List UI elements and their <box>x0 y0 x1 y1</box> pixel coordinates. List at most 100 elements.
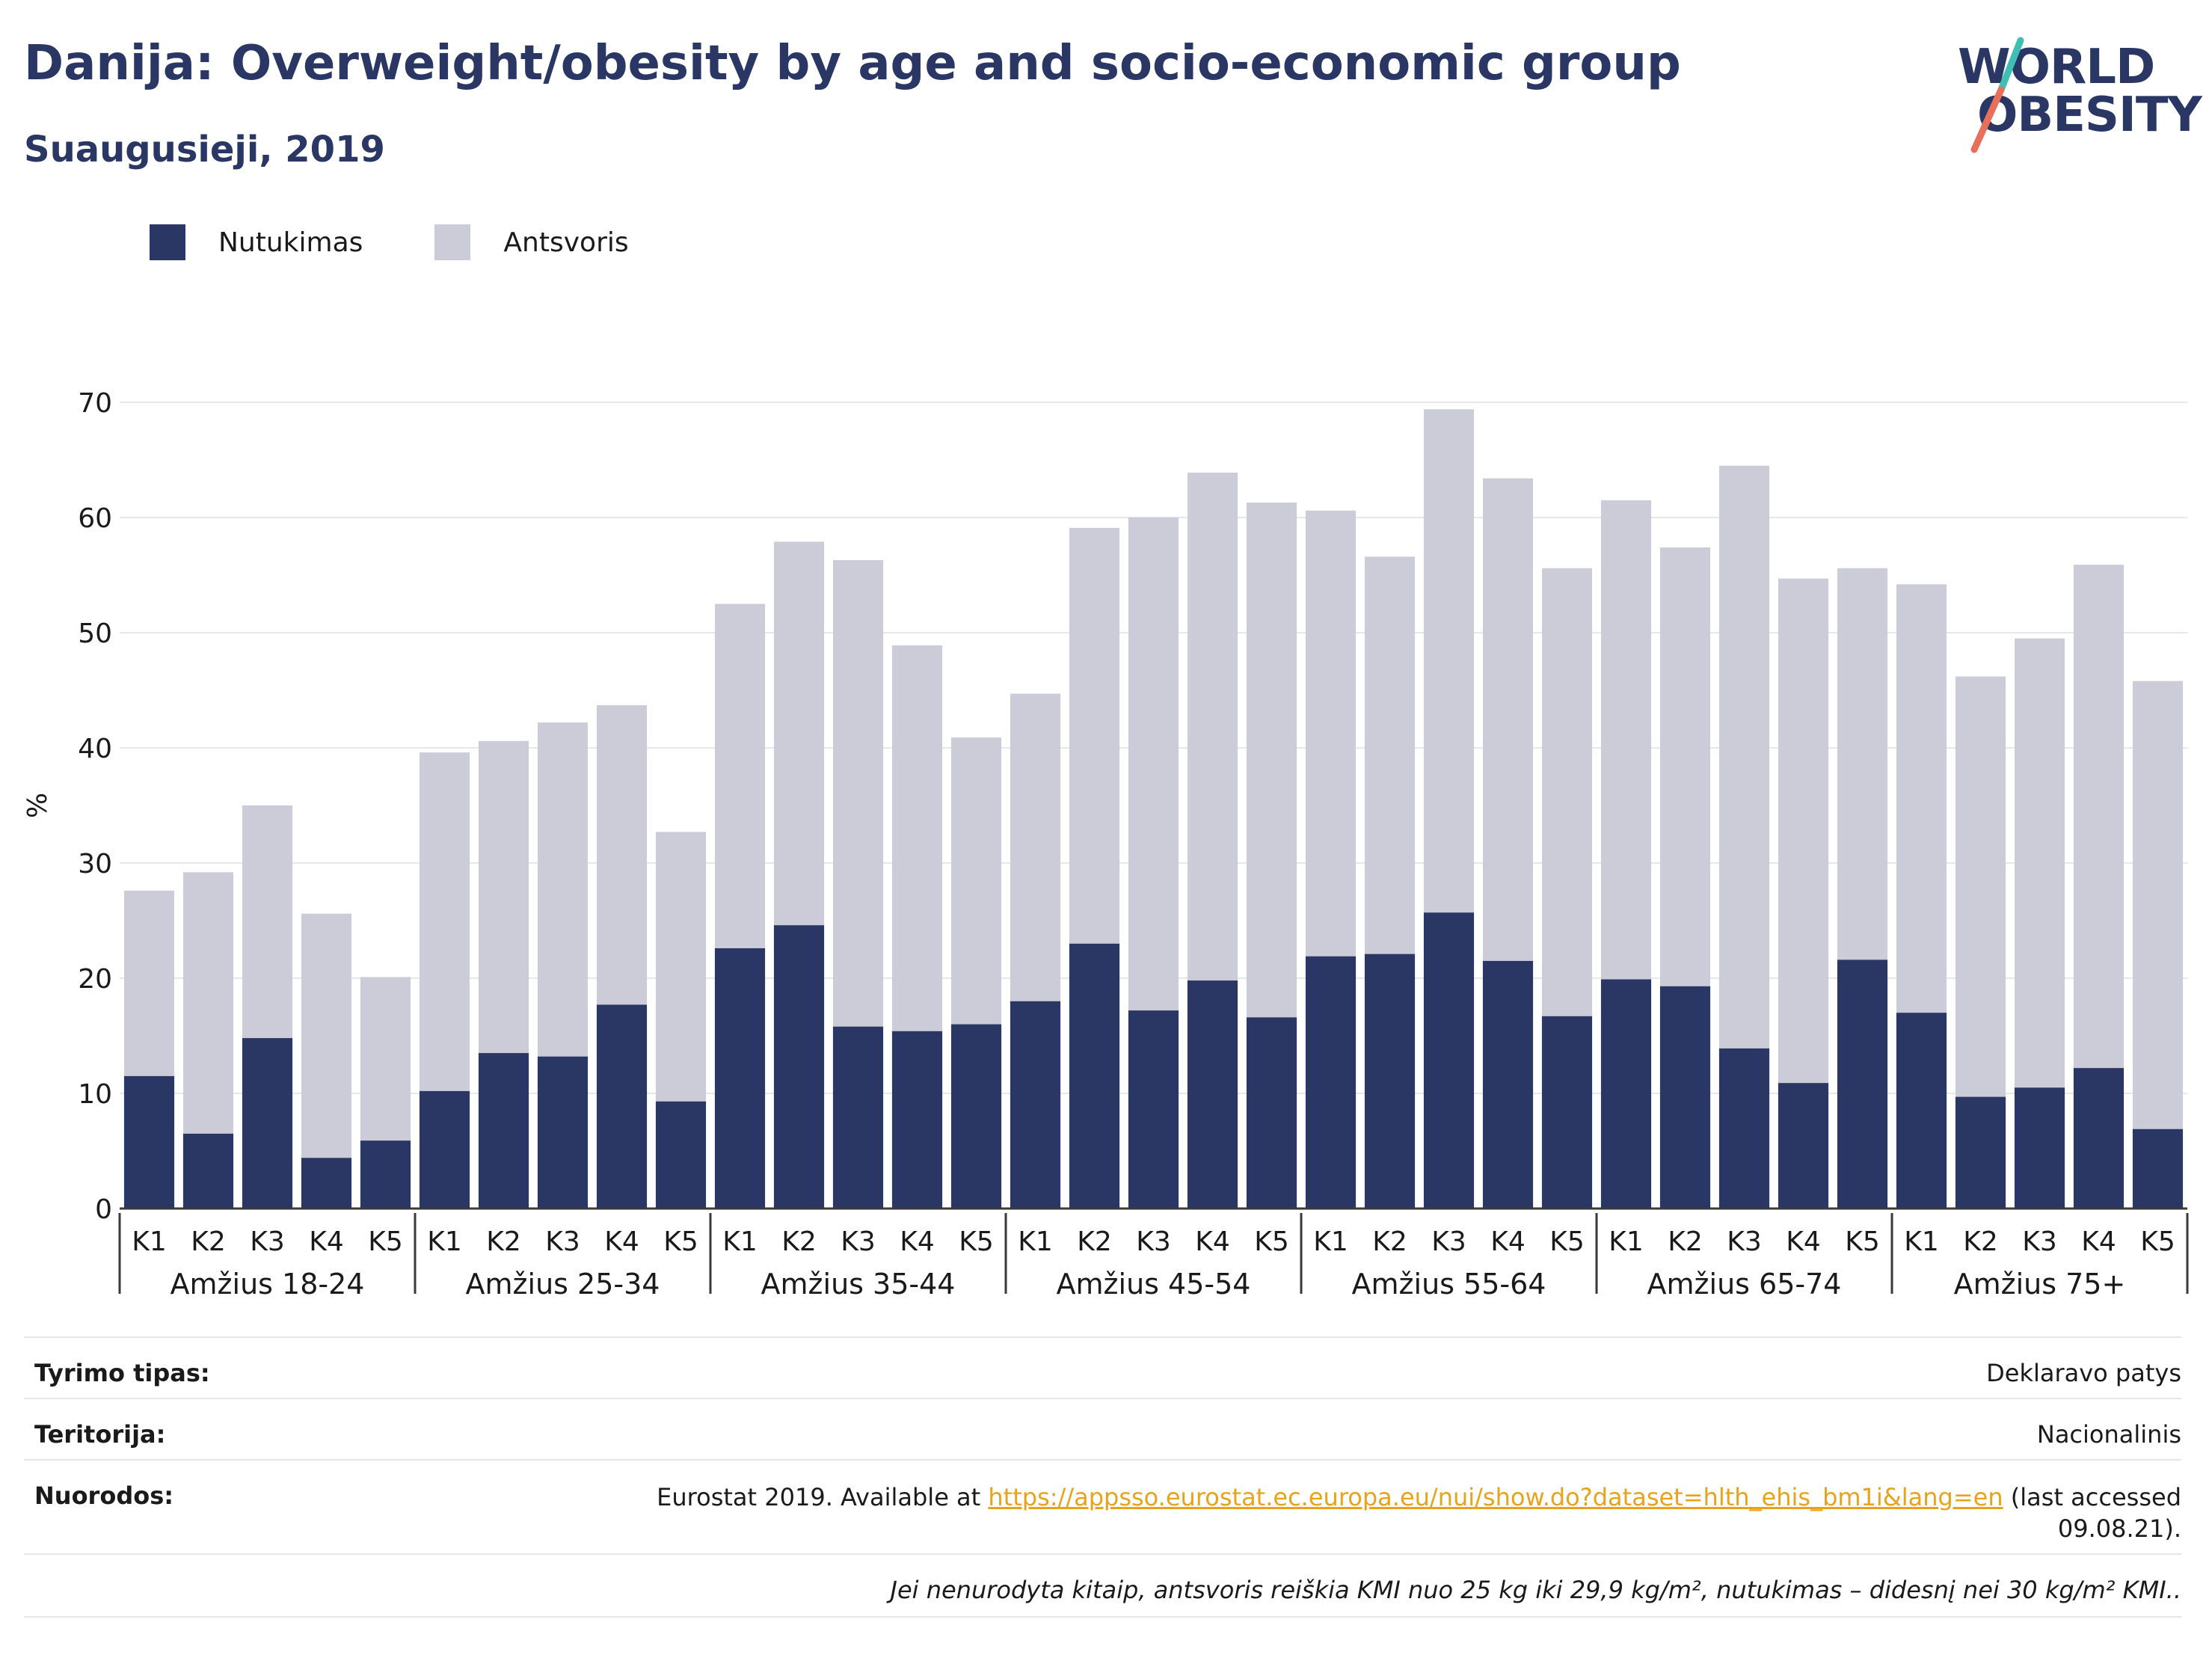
survey-type-value: Deklaravo patys <box>1986 1359 2181 1387</box>
y-tick-label: 70 <box>78 388 112 419</box>
bar-obesity <box>301 1158 352 1209</box>
bar-overweight <box>419 752 470 1091</box>
x-tick-label: K2 <box>1077 1226 1112 1257</box>
logo-text-obesity: OBESITY <box>1977 87 2202 143</box>
bar-overweight <box>478 740 529 1054</box>
bar-obesity <box>950 1024 1002 1209</box>
bar-obesity <box>537 1056 589 1209</box>
group-label: Amžius 18-24 <box>170 1268 365 1301</box>
x-tick-label: K2 <box>1963 1226 1998 1257</box>
bar-obesity <box>773 925 825 1209</box>
bar-obesity <box>1010 1001 1061 1209</box>
y-tick-label: 60 <box>78 503 112 534</box>
stacked-bar-chart: 0 10 20 30 40 50 60 70% K1 K2 K3 K4 K5 K1 K2 K3 K4 K5 K1 K2… <box>22 388 2189 1301</box>
bar-overweight <box>1955 676 2006 1097</box>
references-link[interactable]: https://appsso.eurostat.ec.europa.eu/nui… <box>988 1483 2003 1511</box>
bar-overweight <box>1896 584 1947 1013</box>
bar-obesity <box>1718 1048 1770 1209</box>
bar-obesity <box>832 1026 884 1209</box>
info-row-survey-type: Tyrimo tipas: Deklaravo patys <box>24 1336 2181 1399</box>
bar-obesity <box>419 1090 470 1209</box>
bar-overweight <box>950 737 1002 1025</box>
group-label: Amžius 65-74 <box>1647 1268 1842 1301</box>
bar-overweight <box>1246 502 1297 1018</box>
bar-overweight <box>832 559 884 1027</box>
bar-overweight <box>1541 568 1593 1016</box>
info-row-territory: Teritorija: Nacionalinis <box>24 1398 2181 1461</box>
bar-obesity <box>1837 959 1888 1209</box>
bar-overweight <box>1600 500 1652 980</box>
bar-overweight <box>1718 465 1770 1048</box>
logo-text-world: WORLD <box>1958 40 2155 95</box>
bar-overweight <box>1659 547 1711 986</box>
definition-note: Jei nenurodyta kitaip, antsvoris reiškia… <box>890 1576 2182 1604</box>
bar-overweight <box>242 805 293 1039</box>
bar-obesity <box>596 1004 648 1209</box>
x-tick-label: K1 <box>1018 1226 1053 1257</box>
x-tick-label: K1 <box>1904 1226 1939 1257</box>
bar-obesity <box>1069 943 1120 1209</box>
bar-obesity <box>1364 954 1416 1209</box>
bar-obesity <box>1896 1013 1947 1209</box>
x-tick-label: K2 <box>781 1226 817 1257</box>
x-tick-label: K5 <box>663 1226 698 1257</box>
y-tick-label: 10 <box>78 1079 112 1110</box>
bar-obesity <box>360 1140 411 1209</box>
bar-overweight <box>123 890 175 1076</box>
references-prefix: Eurostat 2019. Available at <box>657 1483 981 1511</box>
bar-overweight <box>773 541 825 926</box>
bar-overweight <box>1837 568 1888 960</box>
references-suffix: (last accessed <box>2010 1483 2181 1511</box>
logo-slash-icon <box>1970 37 2024 153</box>
y-tick-label: 40 <box>78 734 112 764</box>
x-tick-label: K4 <box>604 1226 639 1257</box>
info-row-note: Jei nenurodyta kitaip, antsvoris reiškia… <box>24 1553 2181 1618</box>
references-value: Eurostat 2019. Available at https://apps… <box>657 1481 2181 1544</box>
references-label: Nuorodos: <box>34 1481 174 1510</box>
bar-overweight <box>1423 409 1475 913</box>
bar-obesity <box>242 1038 293 1209</box>
bar-obesity <box>655 1101 707 1209</box>
legend-label-obesity: Nutukimas <box>218 227 363 258</box>
bar-obesity <box>2132 1129 2184 1209</box>
territory-label: Teritorija: <box>34 1420 166 1449</box>
x-tick-label: K5 <box>2140 1226 2175 1257</box>
bar-obesity <box>1128 1010 1179 1209</box>
x-tick-label: K1 <box>1313 1226 1348 1257</box>
legend-swatch-overweight <box>434 224 471 260</box>
x-tick-label: K4 <box>2081 1226 2116 1257</box>
x-tick-label: K2 <box>191 1226 226 1257</box>
x-tick-label: K3 <box>1136 1226 1171 1257</box>
bar-obesity <box>891 1031 943 1209</box>
bar-overweight <box>537 722 589 1057</box>
x-tick-label: K4 <box>309 1226 344 1257</box>
bar-obesity <box>1541 1016 1593 1209</box>
x-tick-label: K2 <box>1668 1226 1703 1257</box>
group-label: Amžius 45-54 <box>1057 1268 1251 1301</box>
x-tick-label: K5 <box>1845 1226 1880 1257</box>
x-tick-label: K1 <box>132 1226 167 1257</box>
references-date: 09.08.21). <box>2057 1514 2181 1543</box>
x-tick-label: K4 <box>1195 1226 1230 1257</box>
x-tick-label: K3 <box>250 1226 285 1257</box>
bar-overweight <box>2132 681 2184 1129</box>
x-tick-label: K1 <box>722 1226 758 1257</box>
bar-obesity <box>1659 986 1711 1209</box>
bar-obesity <box>1482 960 1534 1209</box>
bar-obesity <box>1305 956 1357 1209</box>
x-tick-label: K2 <box>1372 1226 1407 1257</box>
x-tick-label: K3 <box>545 1226 580 1257</box>
x-tick-label: K3 <box>841 1226 876 1257</box>
bar-overweight <box>182 872 234 1134</box>
y-tick-label: 20 <box>78 964 112 995</box>
x-tick-label: K2 <box>486 1226 521 1257</box>
bar-overweight <box>1305 510 1357 957</box>
bar-obesity <box>1600 979 1652 1209</box>
x-tick-label: K5 <box>959 1226 994 1257</box>
x-tick-label: K4 <box>1490 1226 1526 1257</box>
bar-obesity <box>1423 912 1475 1209</box>
bar-obesity <box>714 948 766 1209</box>
x-tick-label: K3 <box>2022 1226 2057 1257</box>
bar-overweight <box>1482 478 1534 961</box>
bar-overweight <box>301 913 352 1158</box>
